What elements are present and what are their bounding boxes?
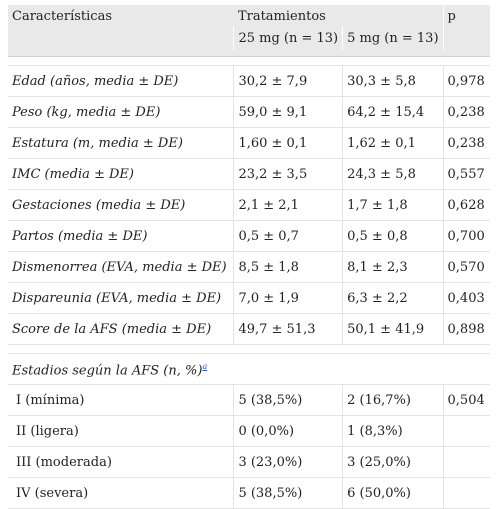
row-value-25: 0,5 ± 0,7 xyxy=(233,220,343,252)
header-treatments: Tratamientos xyxy=(233,5,444,26)
stage-value-5: 2 (16,7%) xyxy=(342,384,444,416)
header-blank xyxy=(8,26,234,50)
stage-value-25: 5 (38,5%) xyxy=(233,384,343,416)
table-row: II (ligera) 0 (0,0%) 1 (8,3%) xyxy=(8,415,490,447)
stage-p: 0,504 xyxy=(442,384,490,416)
table-row: Estatura (m, media ± DE) 1,60 ± 0,1 1,62… xyxy=(8,127,490,159)
row-value-5: 24,3 ± 5,8 xyxy=(342,158,444,190)
table-row: Partos (media ± DE) 0,5 ± 0,7 0,5 ± 0,8 … xyxy=(8,220,490,252)
stage-label: II (ligera) xyxy=(8,415,234,447)
header-characteristics: Características xyxy=(8,5,234,26)
row-value-5: 64,2 ± 15,4 xyxy=(342,96,444,128)
stage-p xyxy=(442,415,490,447)
row-label: Dismenorrea (EVA, media ± DE) xyxy=(8,251,234,283)
row-label: Partos (media ± DE) xyxy=(8,220,234,252)
table-row: Dispareunia (EVA, media ± DE) 7,0 ± 1,9 … xyxy=(8,282,490,314)
row-value-5: 30,3 ± 5,8 xyxy=(342,65,444,97)
row-p: 0,978 xyxy=(442,65,490,97)
table-row: III (moderada) 3 (23,0%) 3 (25,0%) xyxy=(8,446,490,478)
stage-value-25: 5 (38,5%) xyxy=(233,477,343,509)
row-label: Estatura (m, media ± DE) xyxy=(8,127,234,159)
stage-p xyxy=(442,477,490,509)
row-value-25: 59,0 ± 9,1 xyxy=(233,96,343,128)
row-value-25: 8,5 ± 1,8 xyxy=(233,251,343,283)
row-p: 0,403 xyxy=(442,282,490,314)
row-p: 0,628 xyxy=(442,189,490,221)
row-p: 0,570 xyxy=(442,251,490,283)
row-value-25: 1,60 ± 0,1 xyxy=(233,127,343,159)
row-value-5: 50,1 ± 41,9 xyxy=(342,313,444,345)
row-value-5: 8,1 ± 2,3 xyxy=(342,251,444,283)
row-value-5: 6,3 ± 2,2 xyxy=(342,282,444,314)
row-value-25: 30,2 ± 7,9 xyxy=(233,65,343,97)
table-row: Gestaciones (media ± DE) 2,1 ± 2,1 1,7 ±… xyxy=(8,189,490,221)
table-row: Edad (años, media ± DE) 30,2 ± 7,9 30,3 … xyxy=(8,65,490,97)
row-value-25: 7,0 ± 1,9 xyxy=(233,282,343,314)
stage-label: III (moderada) xyxy=(8,446,234,478)
table-row: IV (severa) 5 (38,5%) 6 (50,0%) xyxy=(8,477,490,509)
section-row: Estadios según la AFS (n, %)a xyxy=(8,353,490,385)
characteristics-table: Características Tratamientos p 25 mg (n … xyxy=(8,5,490,509)
row-value-25: 23,2 ± 3,5 xyxy=(233,158,343,190)
header-dose-5: 5 mg (n = 13) xyxy=(342,26,444,50)
stage-value-25: 3 (23,0%) xyxy=(233,446,343,478)
table-row: Score de la AFS (media ± DE) 49,7 ± 51,3… xyxy=(8,313,490,345)
row-label: Gestaciones (media ± DE) xyxy=(8,189,234,221)
header-row-2: 25 mg (n = 13) 5 mg (n = 13) xyxy=(8,26,490,50)
header-bottom xyxy=(8,50,490,57)
footnote-link[interactable]: a xyxy=(202,362,208,372)
table-row: IMC (media ± DE) 23,2 ± 3,5 24,3 ± 5,8 0… xyxy=(8,158,490,190)
header-p: p xyxy=(442,5,490,26)
table-row: Peso (kg, media ± DE) 59,0 ± 9,1 64,2 ± … xyxy=(8,96,490,128)
header-row-1: Características Tratamientos p xyxy=(8,5,490,26)
row-p: 0,557 xyxy=(442,158,490,190)
stage-label: I (mínima) xyxy=(8,384,234,416)
spacer xyxy=(8,56,490,66)
row-label: Peso (kg, media ± DE) xyxy=(8,96,234,128)
row-p: 0,700 xyxy=(442,220,490,252)
row-p: 0,238 xyxy=(442,96,490,128)
header-dose-25: 25 mg (n = 13) xyxy=(233,26,343,50)
section-label: Estadios según la AFS (n, %) xyxy=(12,363,203,379)
table-row: I (mínima) 5 (38,5%) 2 (16,7%) 0,504 xyxy=(8,384,490,416)
header-p-blank xyxy=(442,26,490,50)
spacer xyxy=(8,344,490,354)
row-label: IMC (media ± DE) xyxy=(8,158,234,190)
stage-p xyxy=(442,446,490,478)
stage-value-5: 1 (8,3%) xyxy=(342,415,444,447)
row-value-5: 1,62 ± 0,1 xyxy=(342,127,444,159)
row-p: 0,238 xyxy=(442,127,490,159)
row-value-25: 2,1 ± 2,1 xyxy=(233,189,343,221)
row-p: 0,898 xyxy=(442,313,490,345)
row-value-5: 0,5 ± 0,8 xyxy=(342,220,444,252)
section-title: Estadios según la AFS (n, %)a xyxy=(8,353,490,385)
row-label: Score de la AFS (media ± DE) xyxy=(8,313,234,345)
stage-value-25: 0 (0,0%) xyxy=(233,415,343,447)
row-value-5: 1,7 ± 1,8 xyxy=(342,189,444,221)
row-label: Edad (años, media ± DE) xyxy=(8,65,234,97)
stage-value-5: 6 (50,0%) xyxy=(342,477,444,509)
stage-label: IV (severa) xyxy=(8,477,234,509)
row-label: Dispareunia (EVA, media ± DE) xyxy=(8,282,234,314)
stage-value-5: 3 (25,0%) xyxy=(342,446,444,478)
row-value-25: 49,7 ± 51,3 xyxy=(233,313,343,345)
table-row: Dismenorrea (EVA, media ± DE) 8,5 ± 1,8 … xyxy=(8,251,490,283)
